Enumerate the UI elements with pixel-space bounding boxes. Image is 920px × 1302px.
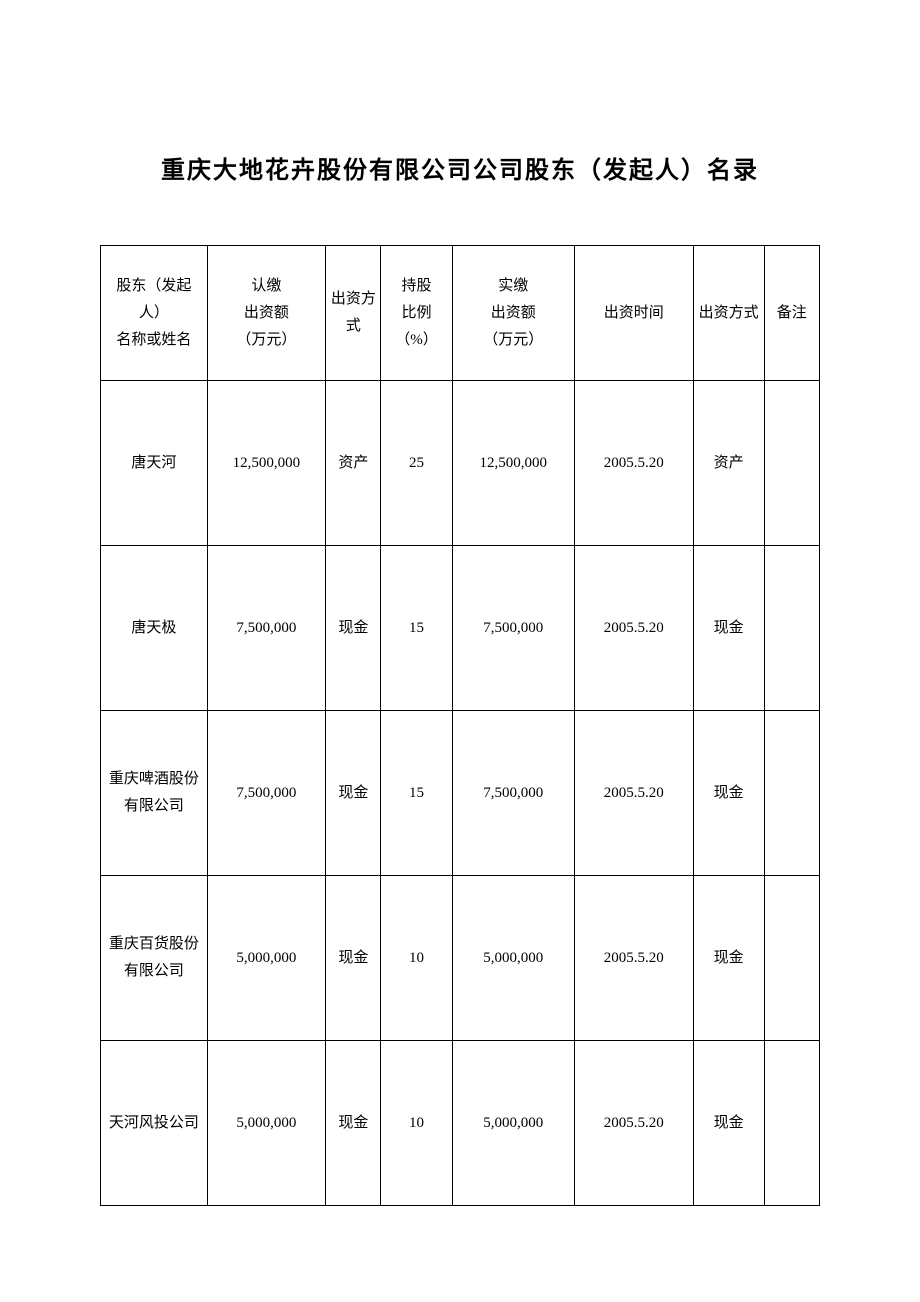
cell-ratio: 10 <box>381 876 452 1041</box>
cell-method1: 现金 <box>326 546 381 711</box>
cell-paid: 5,000,000 <box>452 876 574 1041</box>
cell-remark <box>764 381 819 546</box>
cell-name: 重庆啤酒股份有限公司 <box>101 711 208 876</box>
col-header-paid: 实缴出资额（万元） <box>452 246 574 381</box>
cell-method2: 现金 <box>693 546 764 711</box>
col-header-subscribed: 认缴出资额（万元） <box>207 246 326 381</box>
cell-paid: 7,500,000 <box>452 711 574 876</box>
page-title: 重庆大地花卉股份有限公司公司股东（发起人）名录 <box>100 150 820 185</box>
col-header-ratio: 持股比例（%） <box>381 246 452 381</box>
table-row: 重庆百货股份有限公司 5,000,000 现金 10 5,000,000 200… <box>101 876 820 1041</box>
cell-method2: 现金 <box>693 711 764 876</box>
cell-date: 2005.5.20 <box>575 1041 694 1206</box>
cell-method1: 资产 <box>326 381 381 546</box>
table-row: 天河风投公司 5,000,000 现金 10 5,000,000 2005.5.… <box>101 1041 820 1206</box>
cell-paid: 12,500,000 <box>452 381 574 546</box>
cell-remark <box>764 876 819 1041</box>
col-header-method2: 出资方式 <box>693 246 764 381</box>
cell-name: 唐天河 <box>101 381 208 546</box>
cell-subscribed: 5,000,000 <box>207 1041 326 1206</box>
cell-date: 2005.5.20 <box>575 711 694 876</box>
cell-name: 重庆百货股份有限公司 <box>101 876 208 1041</box>
cell-paid: 5,000,000 <box>452 1041 574 1206</box>
cell-date: 2005.5.20 <box>575 876 694 1041</box>
cell-subscribed: 7,500,000 <box>207 711 326 876</box>
table-row: 重庆啤酒股份有限公司 7,500,000 现金 15 7,500,000 200… <box>101 711 820 876</box>
cell-method2: 资产 <box>693 381 764 546</box>
cell-remark <box>764 546 819 711</box>
table-header-row: 股东（发起人）名称或姓名 认缴出资额（万元） 出资方式 持股比例（%） 实缴出资… <box>101 246 820 381</box>
cell-ratio: 10 <box>381 1041 452 1206</box>
cell-remark <box>764 711 819 876</box>
cell-subscribed: 5,000,000 <box>207 876 326 1041</box>
cell-method1: 现金 <box>326 1041 381 1206</box>
col-header-remark: 备注 <box>764 246 819 381</box>
cell-method1: 现金 <box>326 876 381 1041</box>
cell-remark <box>764 1041 819 1206</box>
cell-method1: 现金 <box>326 711 381 876</box>
cell-ratio: 25 <box>381 381 452 546</box>
cell-name: 天河风投公司 <box>101 1041 208 1206</box>
cell-name: 唐天极 <box>101 546 208 711</box>
cell-ratio: 15 <box>381 711 452 876</box>
cell-date: 2005.5.20 <box>575 381 694 546</box>
cell-method2: 现金 <box>693 1041 764 1206</box>
cell-subscribed: 12,500,000 <box>207 381 326 546</box>
cell-paid: 7,500,000 <box>452 546 574 711</box>
cell-date: 2005.5.20 <box>575 546 694 711</box>
cell-method2: 现金 <box>693 876 764 1041</box>
col-header-method1: 出资方式 <box>326 246 381 381</box>
shareholder-table: 股东（发起人）名称或姓名 认缴出资额（万元） 出资方式 持股比例（%） 实缴出资… <box>100 245 820 1206</box>
col-header-name: 股东（发起人）名称或姓名 <box>101 246 208 381</box>
col-header-date: 出资时间 <box>575 246 694 381</box>
table-row: 唐天极 7,500,000 现金 15 7,500,000 2005.5.20 … <box>101 546 820 711</box>
table-row: 唐天河 12,500,000 资产 25 12,500,000 2005.5.2… <box>101 381 820 546</box>
cell-ratio: 15 <box>381 546 452 711</box>
cell-subscribed: 7,500,000 <box>207 546 326 711</box>
